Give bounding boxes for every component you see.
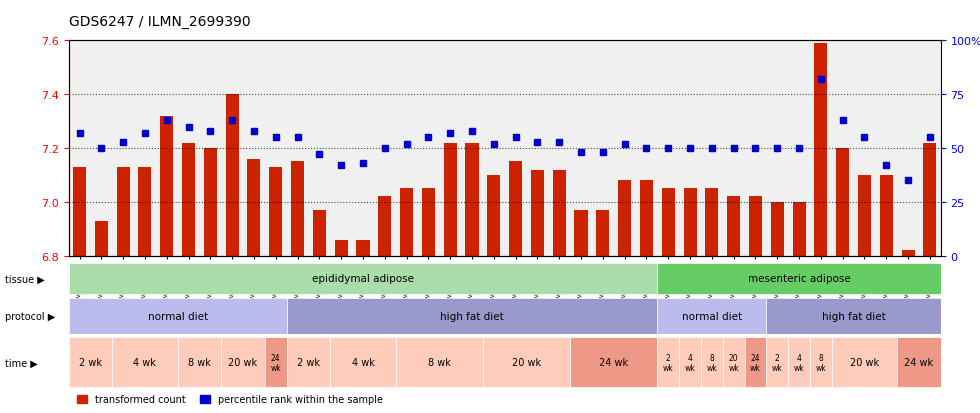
Bar [466, 143, 478, 256]
Text: 20 wk: 20 wk [228, 357, 258, 368]
FancyBboxPatch shape [112, 338, 177, 387]
FancyBboxPatch shape [745, 338, 766, 387]
Text: 8
wk: 8 wk [815, 353, 826, 372]
Bar [923, 143, 937, 256]
Bar [95, 221, 108, 256]
FancyBboxPatch shape [679, 338, 701, 387]
Bar [749, 197, 762, 256]
Bar [553, 170, 565, 256]
Bar [378, 197, 391, 256]
Bar [444, 143, 457, 256]
Bar [247, 159, 261, 256]
FancyBboxPatch shape [286, 298, 658, 334]
FancyBboxPatch shape [483, 338, 570, 387]
Bar [204, 149, 217, 256]
Bar [596, 211, 610, 256]
FancyBboxPatch shape [69, 298, 286, 334]
Bar [770, 202, 784, 256]
Text: 24 wk: 24 wk [599, 357, 628, 368]
Bar [291, 162, 304, 256]
Text: 4 wk: 4 wk [133, 357, 157, 368]
Text: 2
wk: 2 wk [772, 353, 783, 372]
FancyBboxPatch shape [788, 338, 809, 387]
FancyBboxPatch shape [723, 338, 745, 387]
Bar [618, 181, 631, 256]
FancyBboxPatch shape [221, 338, 265, 387]
Text: 8 wk: 8 wk [428, 357, 451, 368]
Text: normal diet: normal diet [148, 311, 208, 321]
Bar [117, 168, 129, 256]
Bar [531, 170, 544, 256]
Bar [902, 251, 914, 256]
Bar [793, 202, 806, 256]
FancyBboxPatch shape [658, 298, 766, 334]
Text: 4
wk: 4 wk [685, 353, 696, 372]
Bar [706, 189, 718, 256]
Text: 20
wk: 20 wk [728, 353, 739, 372]
FancyBboxPatch shape [766, 298, 941, 334]
Text: 20 wk: 20 wk [512, 357, 541, 368]
Text: 24
wk: 24 wk [270, 353, 281, 372]
Bar [400, 189, 414, 256]
Bar [640, 181, 653, 256]
Bar [509, 162, 522, 256]
Text: time ▶: time ▶ [5, 357, 37, 368]
Bar [574, 211, 588, 256]
Text: mesenteric adipose: mesenteric adipose [748, 274, 851, 284]
Text: 24 wk: 24 wk [905, 357, 934, 368]
Bar [421, 189, 435, 256]
Bar [270, 168, 282, 256]
FancyBboxPatch shape [69, 338, 112, 387]
FancyBboxPatch shape [766, 338, 788, 387]
Bar [858, 176, 871, 256]
FancyBboxPatch shape [658, 338, 679, 387]
FancyBboxPatch shape [69, 263, 658, 294]
Text: 8 wk: 8 wk [188, 357, 211, 368]
Bar [880, 176, 893, 256]
FancyBboxPatch shape [658, 263, 941, 294]
Text: epididymal adipose: epididymal adipose [312, 274, 414, 284]
Text: high fat diet: high fat diet [821, 311, 886, 321]
Bar [487, 176, 501, 256]
FancyBboxPatch shape [570, 338, 658, 387]
Bar [225, 95, 239, 256]
FancyBboxPatch shape [177, 338, 221, 387]
Text: 4 wk: 4 wk [352, 357, 374, 368]
FancyBboxPatch shape [396, 338, 483, 387]
Text: normal diet: normal diet [682, 311, 742, 321]
Text: 24
wk: 24 wk [750, 353, 760, 372]
Text: protocol ▶: protocol ▶ [5, 311, 55, 321]
Bar [160, 116, 173, 256]
Bar [662, 189, 675, 256]
Bar [313, 211, 326, 256]
Bar [683, 189, 697, 256]
FancyBboxPatch shape [265, 338, 286, 387]
Bar [138, 168, 152, 256]
Bar [73, 168, 86, 256]
FancyBboxPatch shape [286, 338, 330, 387]
Bar [727, 197, 740, 256]
FancyBboxPatch shape [701, 338, 723, 387]
Text: 20 wk: 20 wk [850, 357, 879, 368]
Bar [182, 143, 195, 256]
Text: high fat diet: high fat diet [440, 311, 504, 321]
Text: 2 wk: 2 wk [79, 357, 102, 368]
Text: tissue ▶: tissue ▶ [5, 274, 45, 284]
Text: 2
wk: 2 wk [662, 353, 673, 372]
Legend: transformed count, percentile rank within the sample: transformed count, percentile rank withi… [74, 390, 386, 408]
Bar [814, 44, 827, 256]
FancyBboxPatch shape [832, 338, 898, 387]
Bar [357, 240, 369, 256]
FancyBboxPatch shape [330, 338, 396, 387]
FancyBboxPatch shape [898, 338, 941, 387]
Bar [836, 149, 850, 256]
Bar [334, 240, 348, 256]
Text: 2 wk: 2 wk [297, 357, 319, 368]
Text: 8
wk: 8 wk [707, 353, 717, 372]
Text: GDS6247 / ILMN_2699390: GDS6247 / ILMN_2699390 [69, 15, 250, 29]
Text: 4
wk: 4 wk [794, 353, 805, 372]
FancyBboxPatch shape [809, 338, 832, 387]
